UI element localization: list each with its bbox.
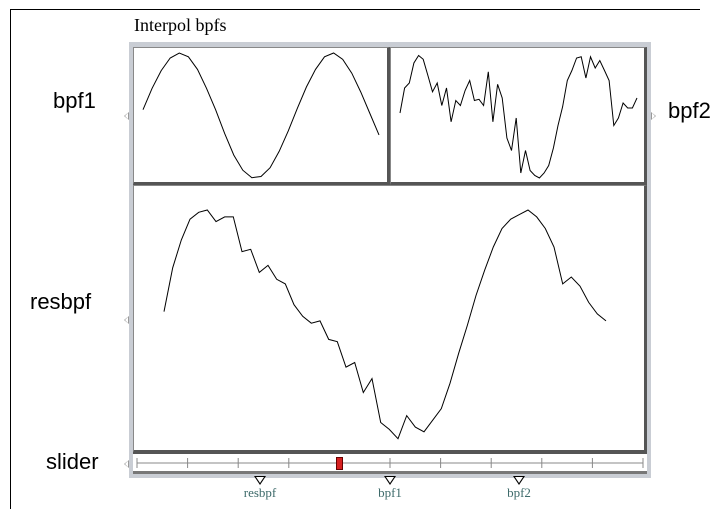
bpf2-outlet[interactable] [651, 112, 656, 120]
resbpf-label: resbpf [30, 289, 91, 315]
resbpf-curve-canvas [134, 186, 644, 450]
bpf2-label: bpf2 [668, 98, 711, 124]
bpf2-curve-canvas [391, 48, 644, 182]
bpf1-curve-canvas [134, 48, 387, 182]
bpf1-curve [143, 53, 379, 178]
bpf1-editor[interactable] [133, 47, 390, 185]
patch-box-title: Interpol bpfs [134, 15, 226, 36]
bpf1-label: bpf1 [53, 88, 96, 114]
slider-handle[interactable] [336, 457, 343, 470]
bpf1-marker-label: bpf1 [350, 485, 430, 501]
bpf2-editor[interactable] [390, 47, 647, 185]
bpf2-marker-label: bpf2 [479, 485, 559, 501]
resbpf-marker-label: resbpf [220, 485, 300, 501]
slider-label: slider [46, 449, 99, 475]
resbpf-curve [164, 210, 606, 439]
slider-track[interactable] [133, 452, 647, 474]
resbpf-marker-icon [254, 476, 266, 485]
bpf1-marker-icon [384, 476, 396, 485]
bpf2-marker-icon [513, 476, 525, 485]
resbpf-editor[interactable] [133, 185, 647, 453]
bpf2-curve [400, 56, 637, 179]
slider-ticks [133, 454, 647, 471]
